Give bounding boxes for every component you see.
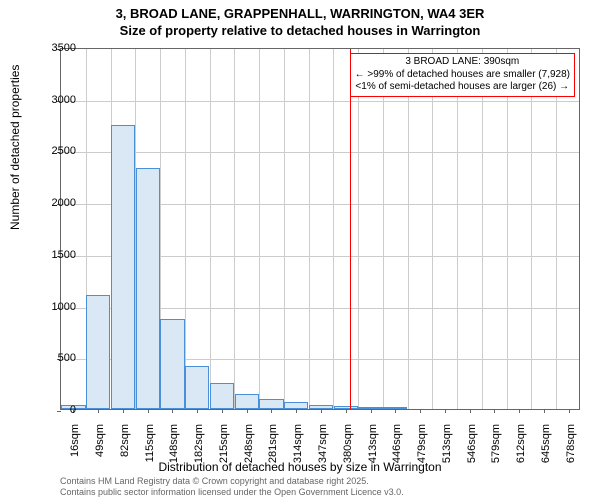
xtick-mark [172,409,173,413]
xtick-label: 281sqm [267,424,279,474]
gridline-v [507,49,508,409]
bar [160,319,184,409]
gridline-h [61,152,579,153]
xtick-label: 82sqm [119,424,131,474]
annotation-line-1: 3 BROAD LANE: 390sqm [355,56,570,69]
xtick-label: 546sqm [466,424,478,474]
footer-line-2: Contains public sector information licen… [60,487,404,498]
bar [136,168,160,409]
ytick-label: 1500 [36,249,76,261]
gridline-v [457,49,458,409]
title-line-1: 3, BROAD LANE, GRAPPENHALL, WARRINGTON, … [0,6,600,23]
xtick-mark [222,409,223,413]
gridline-v [556,49,557,409]
xtick-mark [321,409,322,413]
marker-line [350,49,351,409]
chart-title: 3, BROAD LANE, GRAPPENHALL, WARRINGTON, … [0,0,600,40]
gridline-v [309,49,310,409]
xtick-label: 182sqm [193,424,205,474]
gridline-v [210,49,211,409]
annotation-box: 3 BROAD LANE: 390sqm ← >99% of detached … [350,53,575,97]
bar [383,407,407,409]
gridline-v [234,49,235,409]
xtick-mark [98,409,99,413]
xtick-mark [123,409,124,413]
xtick-mark [420,409,421,413]
annotation-line-3: <1% of semi-detached houses are larger (… [355,81,570,94]
ytick-label: 2500 [36,145,76,157]
gridline-v [408,49,409,409]
ytick-label: 2000 [36,197,76,209]
xtick-mark [346,409,347,413]
xtick-mark [395,409,396,413]
bar [284,402,308,409]
xtick-mark [470,409,471,413]
bar [358,407,382,409]
xtick-label: 115sqm [144,424,156,474]
xtick-label: 645sqm [540,424,552,474]
xtick-label: 479sqm [416,424,428,474]
gridline-v [531,49,532,409]
footer: Contains HM Land Registry data © Crown c… [60,476,404,498]
bar [309,405,333,409]
xtick-mark [569,409,570,413]
annotation-line-2: ← >99% of detached houses are smaller (7… [355,69,570,82]
xtick-label: 380sqm [342,424,354,474]
xtick-label: 148sqm [168,424,180,474]
gridline-v [333,49,334,409]
bar [111,125,135,409]
gridline-v [185,49,186,409]
gridline-v [383,49,384,409]
xtick-label: 314sqm [292,424,304,474]
xtick-label: 446sqm [391,424,403,474]
xtick-label: 413sqm [367,424,379,474]
gridline-v [259,49,260,409]
xtick-label: 612sqm [515,424,527,474]
ytick-label: 3500 [36,42,76,54]
xtick-mark [197,409,198,413]
xtick-label: 215sqm [218,424,230,474]
xtick-mark [148,409,149,413]
bar [235,394,259,410]
gridline-h [61,101,579,102]
gridline-v [358,49,359,409]
y-axis-label: Number of detached properties [8,65,22,230]
gridline-v [432,49,433,409]
ytick-label: 0 [36,404,76,416]
bar [210,383,234,409]
plot-area: 3 BROAD LANE: 390sqm ← >99% of detached … [60,48,580,410]
footer-line-1: Contains HM Land Registry data © Crown c… [60,476,404,487]
xtick-label: 16sqm [69,424,81,474]
xtick-label: 678sqm [565,424,577,474]
xtick-label: 347sqm [317,424,329,474]
xtick-label: 248sqm [243,424,255,474]
title-line-2: Size of property relative to detached ho… [0,23,600,40]
xtick-label: 579sqm [490,424,502,474]
xtick-label: 513sqm [441,424,453,474]
bar [185,366,209,409]
chart-container: 3, BROAD LANE, GRAPPENHALL, WARRINGTON, … [0,0,600,500]
gridline-v [284,49,285,409]
xtick-label: 49sqm [94,424,106,474]
ytick-label: 3000 [36,94,76,106]
xtick-mark [544,409,545,413]
xtick-mark [271,409,272,413]
bar [259,399,283,409]
xtick-mark [445,409,446,413]
ytick-label: 500 [36,352,76,364]
xtick-mark [296,409,297,413]
gridline-v [482,49,483,409]
bar [334,406,358,409]
xtick-mark [247,409,248,413]
xtick-mark [494,409,495,413]
bar [86,295,110,409]
ytick-label: 1000 [36,301,76,313]
xtick-mark [519,409,520,413]
xtick-mark [371,409,372,413]
